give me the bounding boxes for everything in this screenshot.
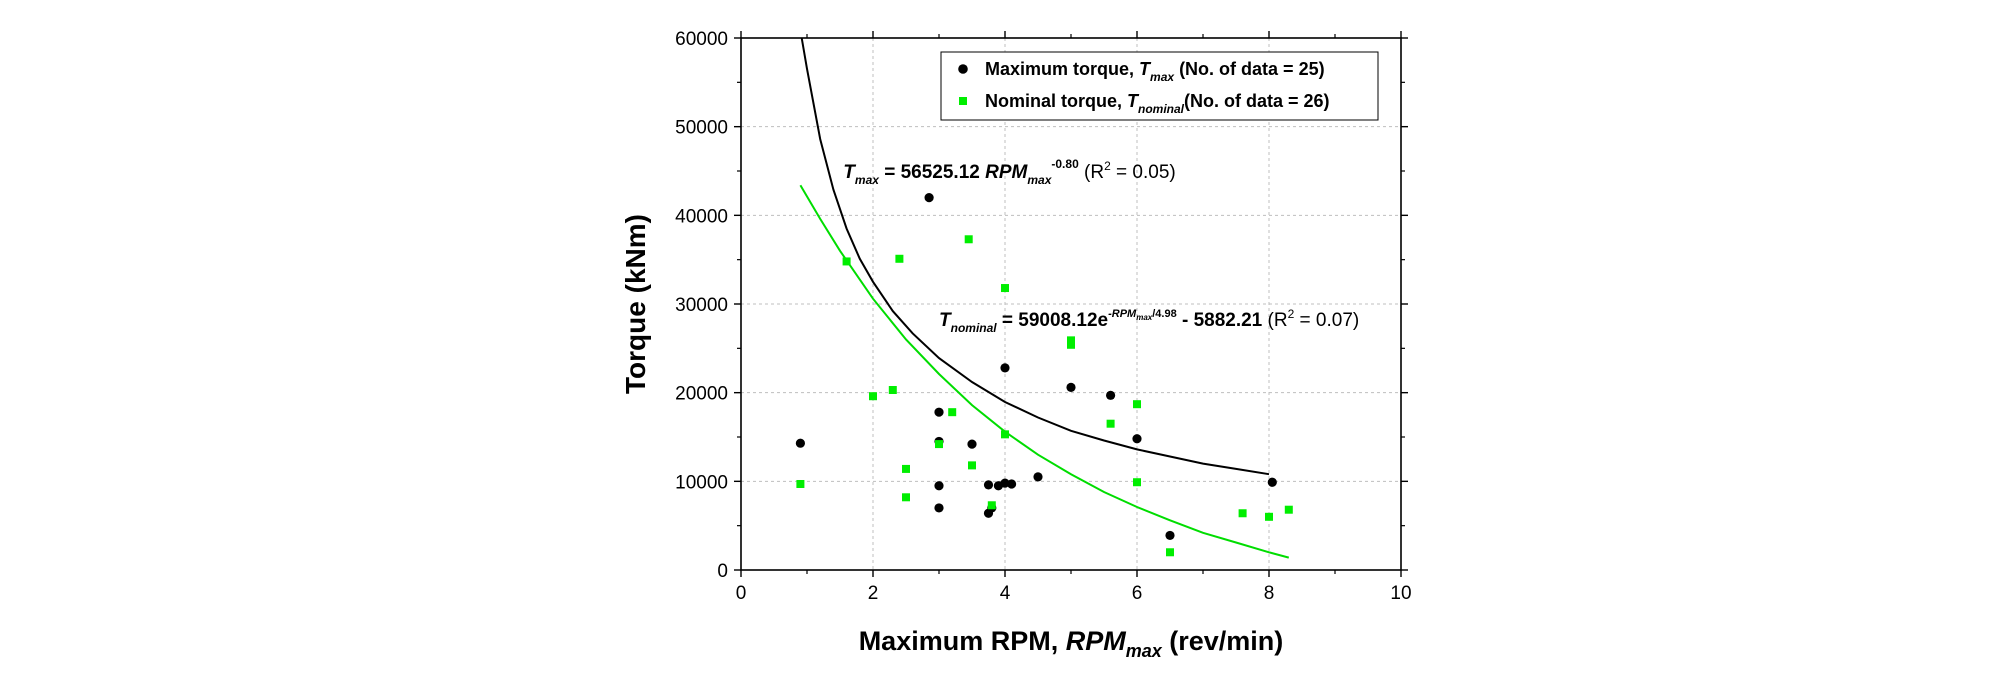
legend-marker-max: [958, 64, 968, 74]
point-nominal: [948, 408, 957, 417]
point-nominal: [842, 257, 851, 266]
point-nominal: [869, 392, 877, 401]
point-max: [983, 480, 994, 490]
point-max: [934, 481, 944, 491]
x-axis-title-italic: RPM: [1066, 626, 1127, 656]
point-max: [934, 407, 944, 417]
point-nominal: [987, 501, 996, 510]
point-max: [1106, 390, 1116, 400]
point-max: [795, 438, 806, 448]
point-nominal: [1067, 336, 1075, 345]
fit-curves: [799, 37, 1290, 559]
x-axis-title-tail: (rev/min): [1162, 626, 1284, 656]
legend-box: [940, 51, 1379, 121]
point-max: [1000, 363, 1010, 373]
x-tick-label: 2: [868, 583, 879, 604]
point-nominal: [1265, 512, 1273, 521]
fit-equation-nominal: Tnominal = 59008.12e-RPMmax/4.98 - 5882.…: [939, 307, 1359, 335]
point-max: [924, 193, 934, 203]
x-axis-title: Maximum RPM, RPMmax (rev/min): [859, 626, 1284, 661]
point-nominal: [935, 440, 943, 449]
point-max: [1066, 382, 1076, 392]
x-tick-label: 10: [1390, 583, 1411, 604]
fit-curve-max: [800, 37, 1270, 476]
fit-equation-max: Tmax = 56525.12 RPMmax-0.80 (R2 = 0.05): [843, 157, 1175, 187]
point-max: [1267, 477, 1277, 487]
point-nominal: [968, 461, 976, 470]
legend-marker-nominal: [959, 97, 967, 105]
y-tick-label: 40000: [675, 206, 728, 227]
x-tick-label: 6: [1132, 583, 1143, 604]
y-tick-label: 0: [717, 561, 728, 582]
y-tick-label: 50000: [675, 118, 728, 139]
grid-lines: [741, 38, 1401, 570]
point-nominal: [1238, 509, 1247, 518]
x-tick-label: 8: [1264, 583, 1275, 604]
point-max: [1033, 472, 1043, 482]
y-tick-label: 20000: [675, 384, 728, 405]
point-nominal: [1001, 284, 1009, 293]
fit-curve-nominal: [799, 184, 1290, 559]
x-tick-label: 4: [1000, 583, 1011, 604]
point-nominal: [964, 235, 973, 244]
point-nominal: [1166, 548, 1174, 557]
point-nominal: [902, 464, 910, 473]
legend: Maximum torque, Tmax (No. of data = 25) …: [940, 51, 1379, 121]
axis-ticks: 0 2 4 6 8 10 0 10000 20000 30000 40000 50000 60000: [675, 29, 1411, 604]
point-nominal: [1067, 340, 1075, 349]
x-axis-title-main: Maximum RPM,: [859, 626, 1066, 656]
point-nominal: [1106, 419, 1115, 428]
y-tick-label: 10000: [675, 472, 728, 493]
point-nominal: [1001, 430, 1009, 439]
legend-entry-nominal: Nominal torque, Tnominal(No. of data = 2…: [985, 91, 1330, 116]
x-axis-title-sub: max: [1126, 641, 1163, 661]
x-tick-label: 0: [736, 583, 747, 604]
legend-entry-max: Maximum torque, Tmax (No. of data = 25): [985, 59, 1325, 84]
point-nominal: [1133, 478, 1141, 487]
y-tick-label: 60000: [675, 29, 728, 50]
y-tick-label: 30000: [675, 295, 728, 316]
y-axis-title: Torque (kNm): [620, 214, 651, 394]
point-max: [1132, 434, 1142, 444]
data-points: [795, 193, 1293, 557]
point-nominal: [1284, 505, 1293, 514]
point-nominal: [895, 254, 904, 263]
point-nominal: [796, 479, 805, 488]
point-max: [1007, 479, 1017, 489]
point-nominal: [888, 386, 897, 395]
point-max: [967, 439, 977, 449]
point-nominal: [902, 493, 910, 502]
point-nominal: [1133, 400, 1141, 409]
point-max: [934, 503, 944, 513]
point-max: [1165, 530, 1175, 541]
